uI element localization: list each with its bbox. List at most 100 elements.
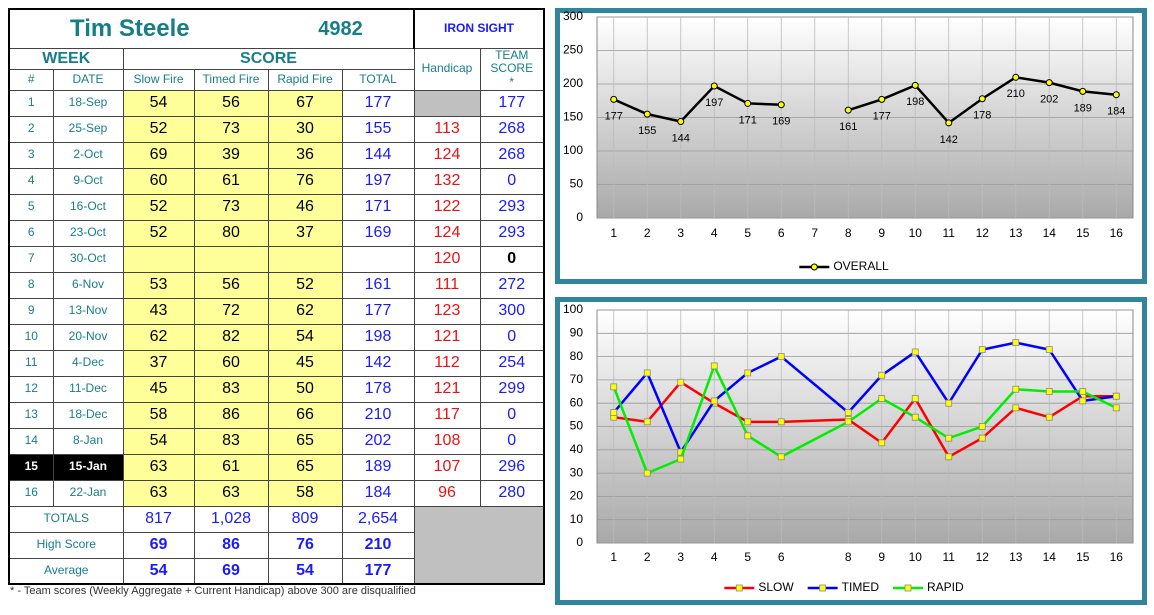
marker — [710, 397, 718, 405]
cell: 112 — [413, 349, 481, 377]
cell: 171 — [341, 193, 415, 221]
cell: 296 — [479, 453, 545, 481]
cell: 15 — [8, 453, 54, 481]
week-row: 13 18-Dec 58 86 66 210 117 0 — [8, 401, 545, 429]
x-tick-label: 7 — [811, 226, 818, 240]
cell: 62 — [122, 323, 195, 351]
summary-label: TOTALS — [8, 505, 124, 533]
cell: 72 — [193, 297, 269, 325]
marker — [1045, 79, 1053, 87]
cell: 11-Dec — [52, 375, 124, 403]
cell: 3 — [8, 141, 54, 169]
y-tick-label: 20 — [570, 489, 584, 503]
marker — [744, 418, 752, 426]
column-header: Slow Fire — [122, 68, 195, 91]
cell — [122, 245, 195, 273]
y-tick-label: 60 — [570, 395, 584, 409]
cell: 14 — [8, 427, 54, 455]
column-header: # — [8, 68, 54, 91]
summary-value: 210 — [341, 531, 415, 559]
x-tick-label: 15 — [1076, 226, 1090, 240]
data-label: 178 — [973, 110, 991, 122]
group-header: SCORE — [122, 47, 415, 70]
cell: 13-Nov — [52, 297, 124, 325]
data-label: 184 — [1107, 106, 1125, 118]
cell: 18-Dec — [52, 401, 124, 429]
marker — [978, 434, 986, 442]
cell: 198 — [341, 323, 415, 351]
summary-row: TOTALS 817 1,028 809 2,654 — [8, 505, 545, 585]
cell: 16-Oct — [52, 193, 124, 221]
legend-label: TIMED — [842, 580, 880, 594]
column-header: Rapid Fire — [267, 68, 343, 91]
cell: 52 — [267, 271, 343, 299]
cell: 23-Oct — [52, 219, 124, 247]
marker — [710, 82, 718, 90]
cell: 22-Jan — [52, 479, 124, 507]
cell — [267, 245, 343, 273]
cell: 46 — [267, 193, 343, 221]
y-tick-label: 80 — [570, 349, 584, 363]
y-tick-label: 300 — [563, 9, 583, 23]
cell: 63 — [122, 479, 195, 507]
marker — [744, 369, 752, 377]
cell: 4 — [8, 167, 54, 195]
cell: 58 — [122, 401, 195, 429]
marker — [1045, 346, 1053, 354]
handicap-header: Handicap — [413, 47, 481, 91]
marker — [945, 453, 953, 461]
x-tick-label: 5 — [744, 226, 751, 240]
cell: 10 — [8, 323, 54, 351]
shooter-name: Tim Steele — [8, 8, 268, 49]
x-tick-label: 13 — [1009, 550, 1023, 564]
data-label: 171 — [739, 114, 757, 126]
cell: 197 — [341, 167, 415, 195]
x-tick-label: 16 — [1110, 550, 1124, 564]
cell: 63 — [122, 453, 195, 481]
marker — [1012, 404, 1020, 412]
marker — [911, 413, 919, 421]
legend-marker — [735, 584, 743, 592]
cell: 293 — [479, 219, 545, 247]
data-label: 198 — [906, 96, 924, 108]
cell: 132 — [413, 167, 481, 195]
cell: 52 — [122, 193, 195, 221]
week-row: 2 25-Sep 52 73 30 155 113 268 — [8, 115, 545, 143]
cell: 50 — [267, 375, 343, 403]
x-tick-label: 10 — [909, 550, 923, 564]
summary-value: 177 — [341, 557, 415, 585]
legend-label: SLOW — [758, 580, 794, 594]
y-tick-label: 0 — [576, 210, 583, 224]
marker — [744, 432, 752, 440]
legend-label: OVERALL — [833, 259, 889, 273]
x-tick-label: 5 — [744, 550, 751, 564]
data-label: 210 — [1007, 88, 1025, 100]
marker — [1112, 392, 1120, 400]
legend-marker — [810, 263, 818, 271]
legend-marker — [904, 584, 912, 592]
cell: 142 — [341, 349, 415, 377]
marker — [677, 455, 685, 463]
cell: 0 — [479, 167, 545, 195]
cell: 293 — [479, 193, 545, 221]
marker — [1079, 397, 1087, 405]
cell: 69 — [122, 141, 195, 169]
team-name: IRON SIGHT — [412, 8, 545, 49]
summary-row: Average 54 69 54 177 — [8, 557, 544, 585]
week-row: 4 9-Oct 60 61 76 197 132 0 — [8, 167, 545, 195]
cell: 16 — [8, 479, 54, 507]
cell: 9 — [8, 297, 54, 325]
cell: 177 — [341, 297, 415, 325]
cell: 280 — [479, 479, 545, 507]
cell: 54 — [122, 89, 195, 117]
summary-value: 2,654 — [341, 505, 415, 533]
week-row: 16 22-Jan 63 63 58 184 96 280 — [8, 479, 545, 507]
week-row: 6 23-Oct 52 80 37 169 124 293 — [8, 219, 545, 247]
data-label: 161 — [839, 121, 857, 133]
cell: 43 — [122, 297, 195, 325]
team-score-header: TEAM SCORE * — [479, 47, 545, 91]
blank — [413, 505, 545, 585]
x-tick-label: 2 — [644, 226, 651, 240]
data-label: 169 — [772, 116, 790, 128]
